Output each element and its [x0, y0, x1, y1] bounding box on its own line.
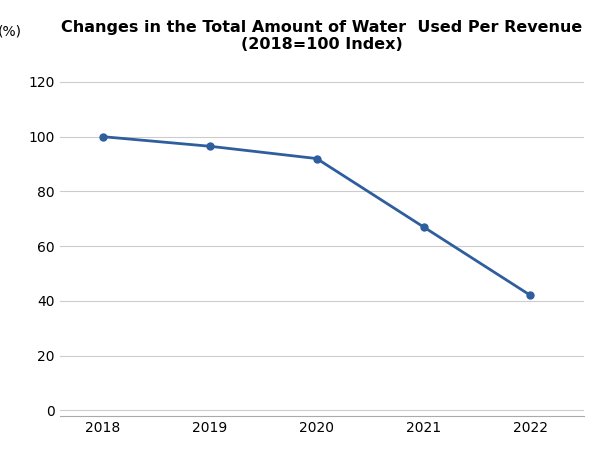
- Title: Changes in the Total Amount of Water  Used Per Revenue
(2018=100 Index): Changes in the Total Amount of Water Use…: [61, 19, 583, 52]
- Text: (%): (%): [0, 24, 22, 38]
